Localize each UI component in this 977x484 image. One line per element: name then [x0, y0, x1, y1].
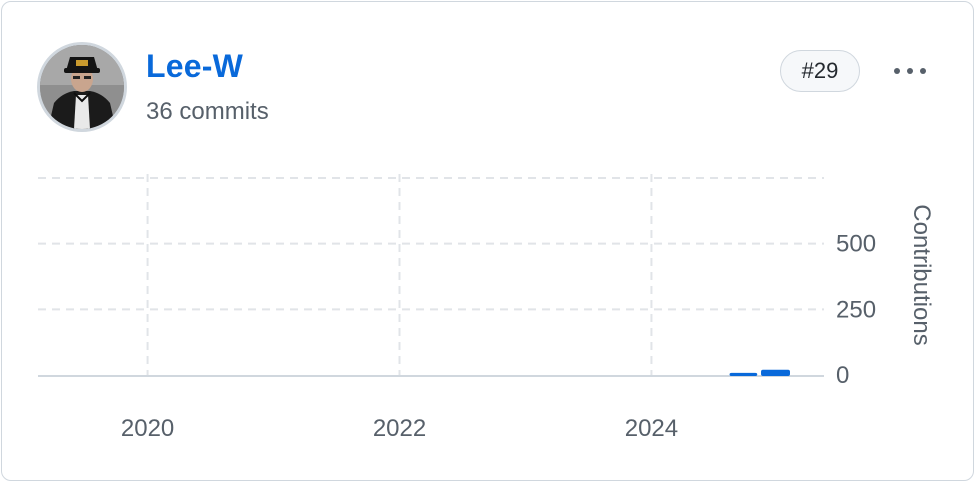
commit-count: 36 commits	[146, 98, 269, 125]
y-axis-label: Contributions	[908, 204, 935, 345]
more-options-button[interactable]	[886, 54, 934, 88]
rank-badge: #29	[780, 50, 860, 92]
x-axis-ticks: 2020 2022 2024	[121, 415, 678, 442]
y-axis-ticks: 0 250 500	[836, 231, 876, 389]
contribution-bar-1	[729, 372, 758, 376]
contribution-bar-2	[761, 369, 790, 376]
chart-grid	[38, 174, 824, 375]
y-tick-label-0: 0	[836, 362, 849, 389]
user-name-link[interactable]: Lee-W	[146, 48, 243, 84]
y-tick-label-250: 250	[836, 296, 876, 323]
x-tick-label-2022: 2022	[373, 415, 426, 442]
x-tick-label-2024: 2024	[625, 415, 678, 442]
x-tick-label-2020: 2020	[121, 415, 174, 442]
y-tick-label-500: 500	[836, 231, 876, 258]
avatar-photo	[40, 45, 124, 129]
avatar[interactable]	[37, 42, 127, 132]
chart-bars	[729, 369, 790, 376]
kebab-horizontal-icon	[894, 68, 926, 74]
